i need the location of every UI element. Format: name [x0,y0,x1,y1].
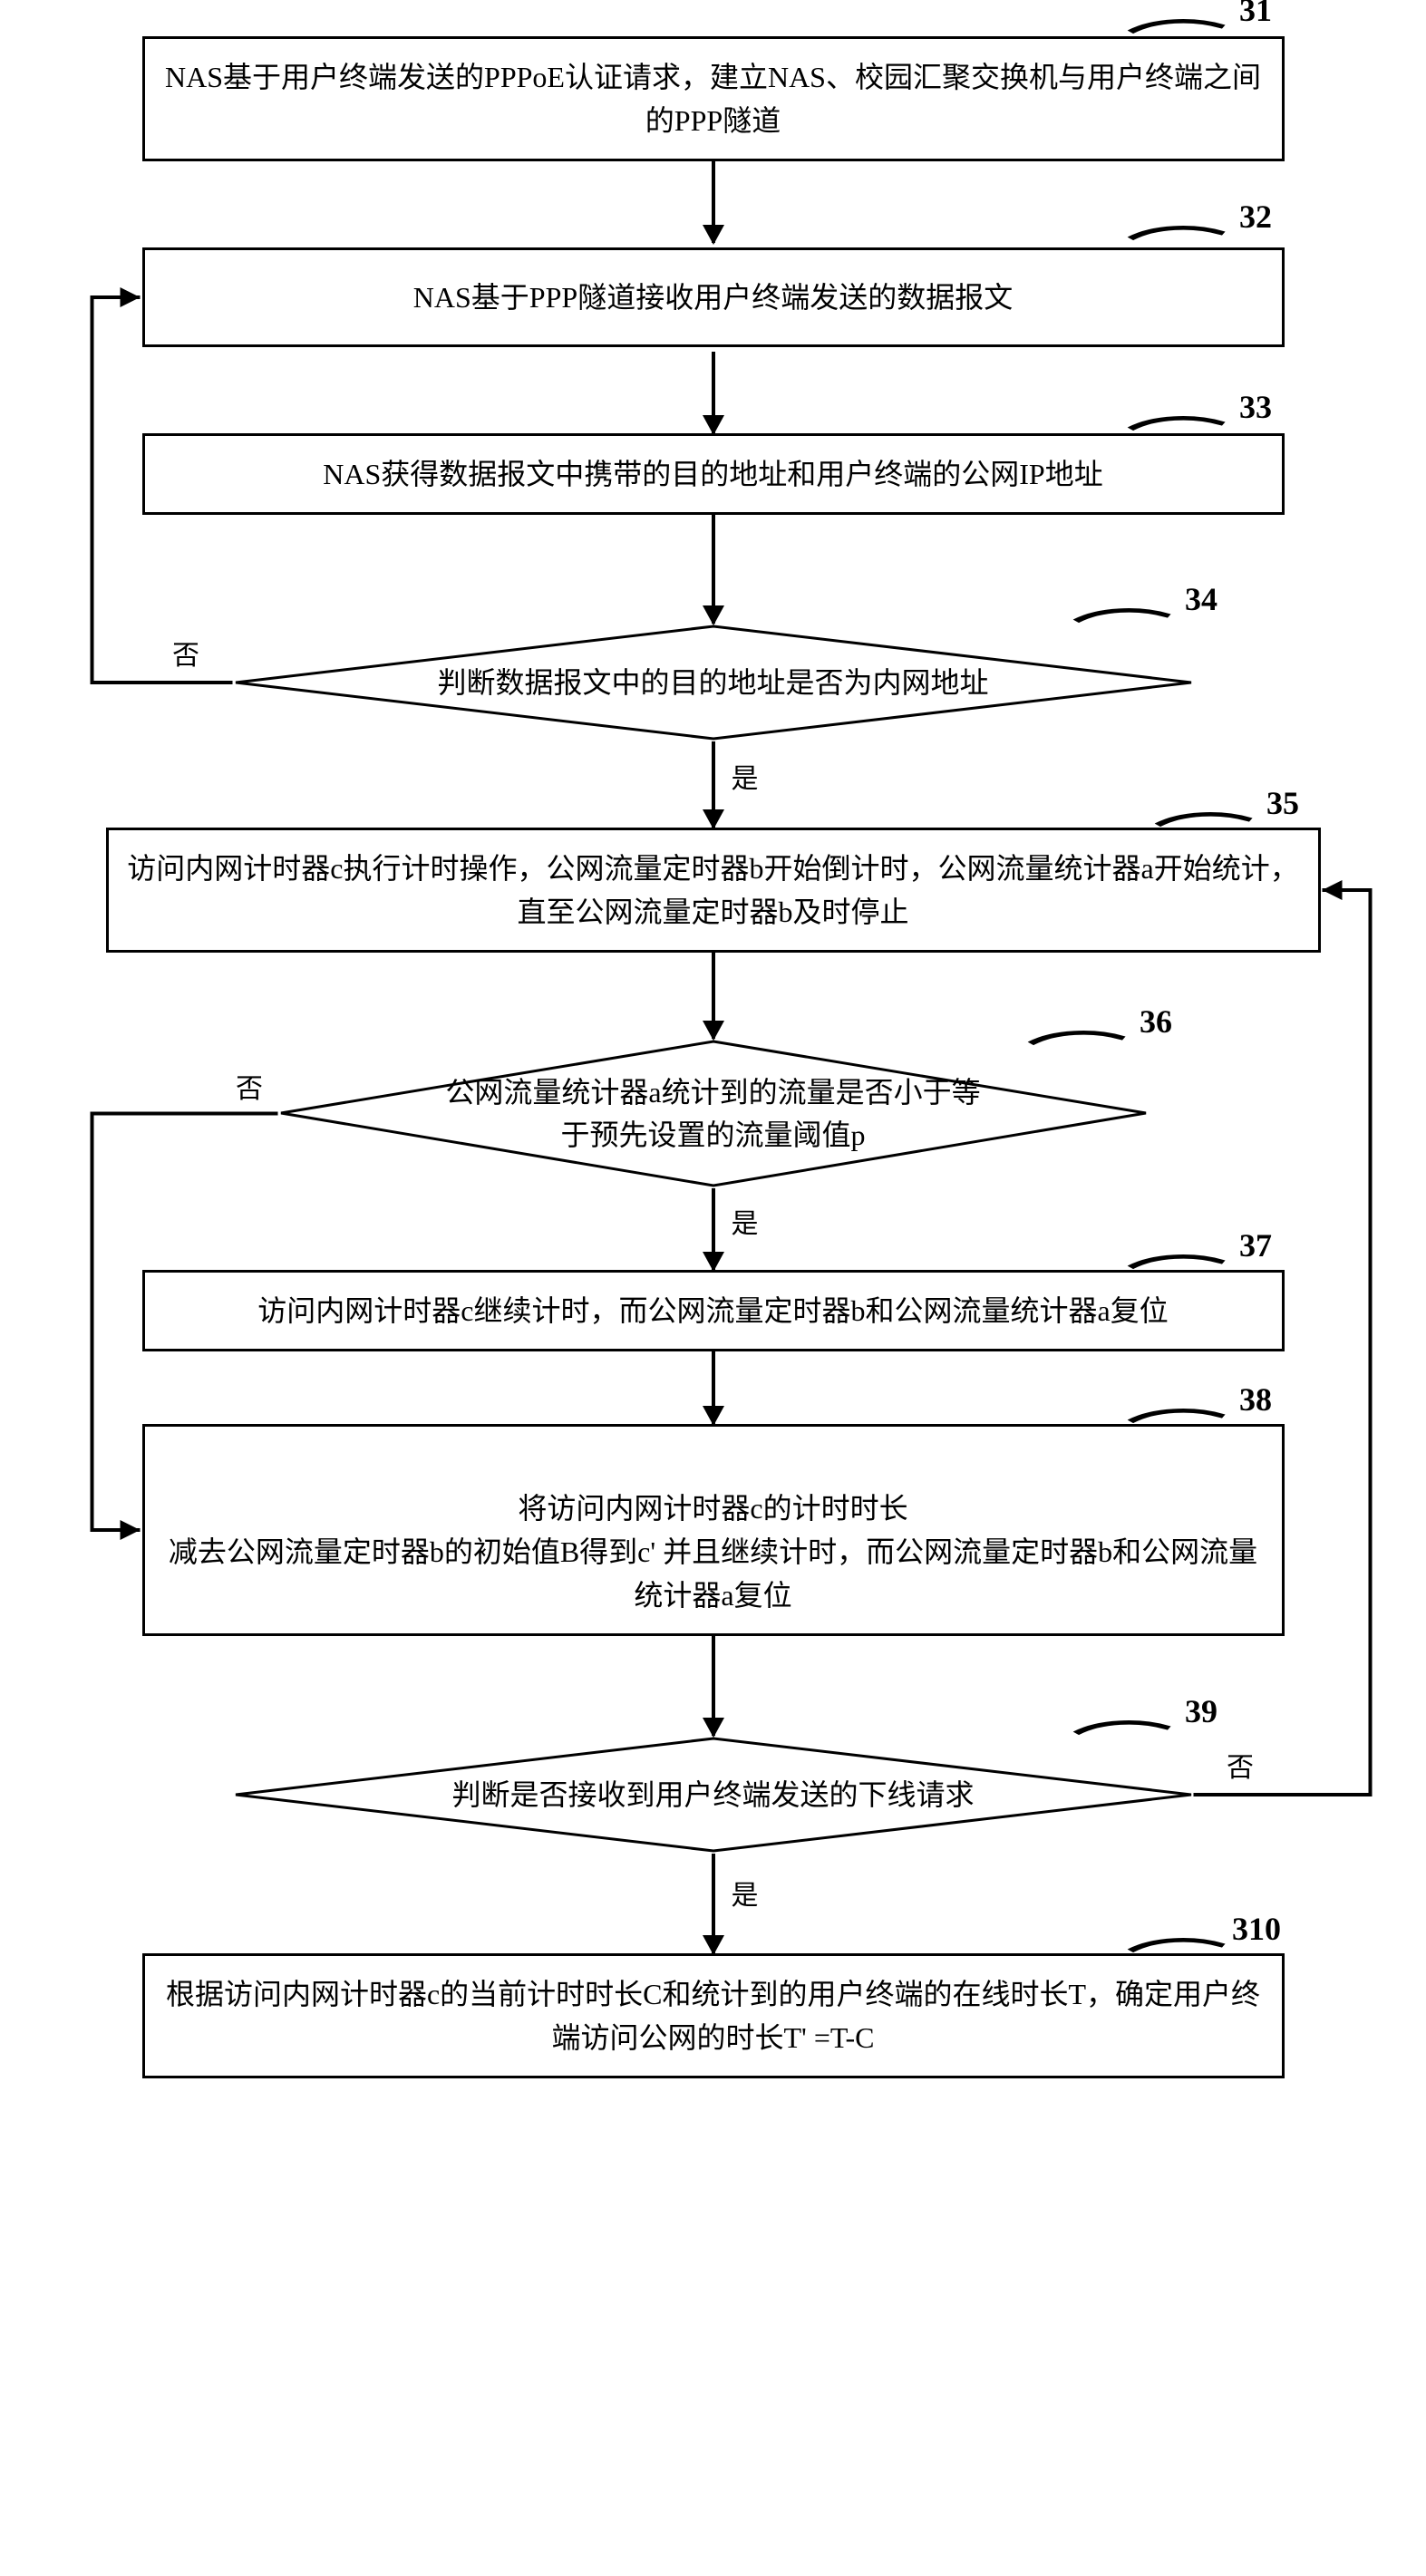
step-label-39: 39 [1185,1692,1217,1730]
step-34-wrap: 判断数据报文中的目的地址是否为内网地址 ⌒ 34 否 是 [54,624,1372,741]
step-label-33: 33 [1239,388,1272,426]
process-35-text: 访问内网计时器c执行计时操作，公网流量定时器b开始倒计时，公网流量统计器a开始统… [127,852,1298,928]
bracket-icon: ⌒ [1065,594,1184,657]
process-31-text: NAS基于用户终端发送的PPPoE认证请求，建立NAS、校园汇聚交换机与用户终端… [165,61,1261,137]
step-35-wrap: 访问内网计时器c执行计时操作，公网流量定时器b开始倒计时，公网流量统计器a开始统… [54,828,1372,953]
decision-34: 判断数据报文中的目的地址是否为内网地址 [233,624,1194,741]
step-label-32: 32 [1239,198,1272,236]
step-label-31: 31 [1239,0,1272,29]
arrow-34-35 [712,741,715,828]
step-38-wrap: 将访问内网计时器c的计时时长 减去公网流量定时器b的初始值B得到c' 并且继续计… [54,1424,1372,1636]
process-38-text: 将访问内网计时器c的计时时长 减去公网流量定时器b的初始值B得到c' 并且继续计… [169,1492,1257,1612]
decision-39: 判断是否接收到用户终端发送的下线请求 [233,1736,1194,1854]
step-37-wrap: 访问内网计时器c继续计时，而公网流量定时器b和公网流量统计器a复位 ⌒ 37 [54,1270,1372,1351]
branch-yes-34: 是 [732,756,759,796]
step-36-wrap: 公网流量统计器a统计到的流量是否小于等于预先设置的流量阈值p ⌒ 36 否 是 [54,1039,1372,1188]
branch-yes-36: 是 [732,1201,759,1241]
process-35: 访问内网计时器c执行计时操作，公网流量定时器b开始倒计时，公网流量统计器a开始统… [106,828,1321,953]
bracket-icon: ⌒ [1120,5,1238,68]
process-310: 根据访问内网计时器c的当前计时时长C和统计到的用户终端的在线时长T，确定用户终端… [142,1953,1285,2078]
process-37-text: 访问内网计时器c继续计时，而公网流量定时器b和公网流量统计器a复位 [257,1294,1168,1327]
arrow-39-310 [712,1854,715,1953]
arrow-37-38 [712,1351,715,1424]
process-310-text: 根据访问内网计时器c的当前计时时长C和统计到的用户终端的在线时长T，确定用户终端… [166,1978,1260,2054]
process-38: 将访问内网计时器c的计时时长 减去公网流量定时器b的初始值B得到c' 并且继续计… [142,1424,1285,1636]
bracket-icon: ⌒ [1120,1240,1238,1303]
arrow-31-32 [712,161,715,243]
process-33-text: NAS获得数据报文中携带的目的地址和用户终端的公网IP地址 [323,458,1102,490]
step-32-wrap: NAS基于PPP隧道接收用户终端发送的数据报文 ⌒ 32 [54,243,1372,352]
branch-no-34: 否 [172,633,199,673]
arrow-32-33 [712,352,715,433]
bracket-icon: ⌒ [1020,1016,1139,1080]
flowchart-root: NAS基于用户终端发送的PPPoE认证请求，建立NAS、校园汇聚交换机与用户终端… [54,36,1372,2078]
step-label-36: 36 [1140,1002,1172,1041]
process-37: 访问内网计时器c继续计时，而公网流量定时器b和公网流量统计器a复位 [142,1270,1285,1351]
process-32: NAS基于PPP隧道接收用户终端发送的数据报文 [142,247,1285,347]
bracket-icon: ⌒ [1120,211,1238,275]
step-label-34: 34 [1185,580,1217,618]
arrow-38-39 [712,1636,715,1736]
step-label-310: 310 [1232,1910,1281,1948]
bracket-icon: ⌒ [1120,402,1238,465]
process-31: NAS基于用户终端发送的PPPoE认证请求，建立NAS、校园汇聚交换机与用户终端… [142,36,1285,161]
decision-39-text: 判断是否接收到用户终端发送的下线请求 [377,1774,1050,1816]
bracket-icon: ⌒ [1065,1706,1184,1769]
step-label-35: 35 [1266,784,1299,822]
arrow-36-37 [712,1188,715,1270]
branch-yes-39: 是 [732,1873,759,1913]
decision-34-text: 判断数据报文中的目的地址是否为内网地址 [377,662,1050,703]
decision-36-text: 公网流量统计器a统计到的流量是否小于等于预先设置的流量阈值p [443,1071,983,1156]
bracket-icon: ⌒ [1147,798,1266,861]
decision-36: 公网流量统计器a统计到的流量是否小于等于预先设置的流量阈值p [278,1039,1149,1188]
bracket-icon: ⌒ [1120,1923,1238,1987]
branch-no-36: 否 [236,1066,263,1106]
step-39-wrap: 判断是否接收到用户终端发送的下线请求 ⌒ 39 否 是 [54,1736,1372,1854]
arrow-33-34 [712,515,715,624]
step-31-wrap: NAS基于用户终端发送的PPPoE认证请求，建立NAS、校园汇聚交换机与用户终端… [54,36,1372,161]
step-label-37: 37 [1239,1226,1272,1264]
bracket-icon: ⌒ [1120,1394,1238,1457]
step-label-38: 38 [1239,1380,1272,1419]
step-310-wrap: 根据访问内网计时器c的当前计时时长C和统计到的用户终端的在线时长T，确定用户终端… [54,1953,1372,2078]
process-33: NAS获得数据报文中携带的目的地址和用户终端的公网IP地址 [142,433,1285,515]
step-33-wrap: NAS获得数据报文中携带的目的地址和用户终端的公网IP地址 ⌒ 33 [54,433,1372,515]
process-32-text: NAS基于PPP隧道接收用户终端发送的数据报文 [413,276,1013,319]
arrow-35-36 [712,953,715,1039]
branch-no-39: 否 [1227,1745,1254,1785]
